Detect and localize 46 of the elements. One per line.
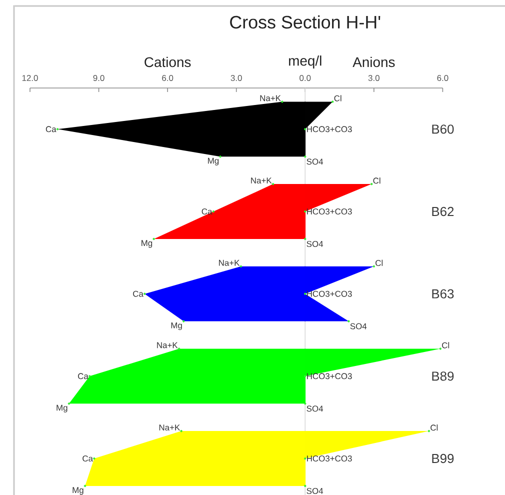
series-label: B89 [432, 372, 454, 381]
data-label: Cl [334, 95, 342, 102]
data-label: Mg [72, 487, 84, 495]
data-label: HCO3+CO3 [307, 373, 352, 380]
data-label: Na+K [260, 95, 281, 102]
x-tick-label: 0.0 [300, 75, 311, 81]
data-label: Mg [171, 322, 182, 330]
data-label: Na+K [219, 260, 240, 266]
data-label: Ca [133, 290, 144, 297]
data-label: Na+K [157, 342, 178, 348]
data-label: Cl [442, 342, 450, 348]
text: Cations [144, 56, 191, 68]
data-label: SO4 [306, 158, 324, 165]
data-label: Ca [202, 208, 212, 214]
data-label: HCO3+CO3 [307, 456, 352, 462]
data-label: Ca [46, 126, 56, 132]
data-label: Cl [373, 177, 380, 184]
x-tick-label: 3.0 [230, 75, 242, 81]
data-label: Na+K [251, 178, 272, 184]
data-label: Cl [376, 260, 383, 266]
data-label: HCO3+CO3 [307, 126, 352, 132]
chart-title: Cross Section H-H' [230, 15, 380, 29]
data-label: Ca [82, 456, 93, 462]
data-label: SO4 [306, 488, 324, 494]
text: B63 [432, 289, 454, 298]
x-tick-label: 12.0 [22, 75, 38, 81]
x-axis-title: meq/l [289, 55, 322, 68]
x-tick-label: 6.0 [437, 75, 448, 81]
data-label: Mg [56, 404, 68, 412]
x-tick-label: 3.0 [368, 75, 380, 81]
x-tick-label: 9.0 [93, 75, 104, 81]
data-label: Ca [78, 373, 88, 380]
data-label: HCO3+CO3 [307, 290, 352, 297]
x-tick-label: 6.0 [162, 75, 174, 81]
data-label: SO4 [306, 406, 324, 412]
data-label: Mg [142, 240, 152, 248]
text: Anions [352, 56, 395, 68]
text: B62 [432, 206, 454, 216]
data-label: Cl [430, 424, 438, 431]
series-label: B99 [432, 454, 454, 464]
data-label: SO4 [350, 323, 367, 330]
data-label: SO4 [306, 240, 324, 247]
data-label: HCO3+CO3 [307, 208, 352, 214]
text: B60 [432, 124, 454, 134]
data-label: Na+K [159, 424, 180, 431]
data-label: Mg [208, 158, 219, 166]
